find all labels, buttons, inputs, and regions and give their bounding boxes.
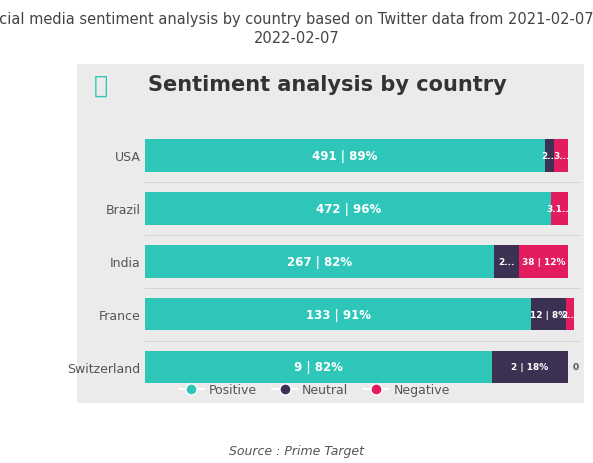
Text: 2 | 18%: 2 | 18%: [511, 363, 549, 372]
Bar: [145, 245, 494, 278]
Bar: [551, 193, 569, 225]
Text: 2...: 2...: [541, 151, 557, 161]
Bar: [566, 298, 574, 331]
Text: 38 | 12%: 38 | 12%: [522, 257, 565, 266]
Text: 491 | 89%: 491 | 89%: [313, 150, 378, 163]
Text: Source : Prime Target: Source : Prime Target: [229, 444, 364, 457]
Text: Sentiment analysis by country: Sentiment analysis by country: [148, 75, 507, 95]
Text: 🐦: 🐦: [94, 74, 108, 98]
Bar: [519, 245, 569, 278]
Text: 3.1...: 3.1...: [547, 204, 573, 213]
Legend: Positive, Neutral, Negative: Positive, Neutral, Negative: [174, 378, 455, 401]
Bar: [494, 245, 519, 278]
Text: Social media sentiment analysis by country based on Twitter data from 2021-02-07: Social media sentiment analysis by count…: [0, 12, 593, 46]
Bar: [145, 140, 545, 172]
Bar: [145, 193, 551, 225]
Bar: [531, 298, 566, 331]
Text: 9 | 82%: 9 | 82%: [294, 361, 343, 374]
Text: 133 | 91%: 133 | 91%: [305, 308, 371, 321]
Text: 0: 0: [573, 363, 579, 372]
Text: 3...: 3...: [553, 151, 569, 161]
Bar: [545, 140, 554, 172]
Text: 472 | 96%: 472 | 96%: [315, 202, 381, 215]
Bar: [145, 298, 531, 331]
Text: 12 | 8%: 12 | 8%: [530, 310, 567, 319]
Bar: [554, 140, 569, 172]
Bar: [145, 351, 492, 383]
Text: 267 | 82%: 267 | 82%: [287, 255, 352, 268]
Bar: [492, 351, 569, 383]
Text: 2...: 2...: [498, 257, 515, 266]
Text: 2...: 2...: [562, 310, 578, 319]
